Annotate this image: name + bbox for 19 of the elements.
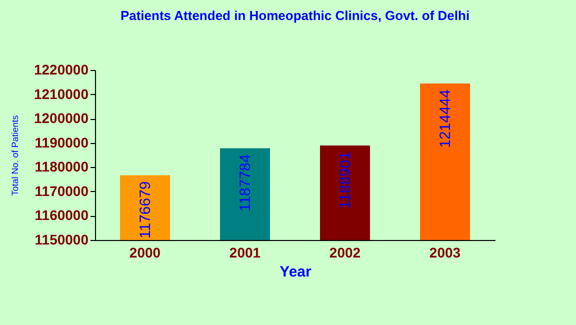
y-tick-label: 1210000 bbox=[34, 86, 89, 102]
y-axis-title: Total No. of Patients bbox=[10, 114, 20, 196]
x-tick-label: 2003 bbox=[429, 244, 461, 260]
data-label: 1214444 bbox=[437, 89, 454, 148]
x-tick-label: 2001 bbox=[229, 244, 261, 260]
y-tick-label: 1180000 bbox=[34, 158, 89, 175]
y-tick-label: 1190000 bbox=[34, 134, 89, 150]
x-tick-label: 2002 bbox=[329, 244, 361, 260]
x-axis-title: Year bbox=[280, 264, 312, 280]
y-tick-label: 1200000 bbox=[34, 110, 89, 126]
data-label: 1188901 bbox=[337, 152, 354, 209]
y-tick-label: 1160000 bbox=[34, 207, 89, 224]
x-tick-label: 2000 bbox=[129, 244, 161, 260]
data-label: 1187784 bbox=[237, 154, 254, 212]
y-tick-label: 1150000 bbox=[34, 232, 89, 248]
y-tick-label: 1220000 bbox=[34, 62, 89, 78]
y-tick-label: 1170000 bbox=[34, 182, 89, 199]
chart-title: Patients Attended in Homeopathic Clinics, Govt. of Delhi bbox=[120, 8, 470, 23]
data-label: 1176679 bbox=[137, 181, 154, 239]
